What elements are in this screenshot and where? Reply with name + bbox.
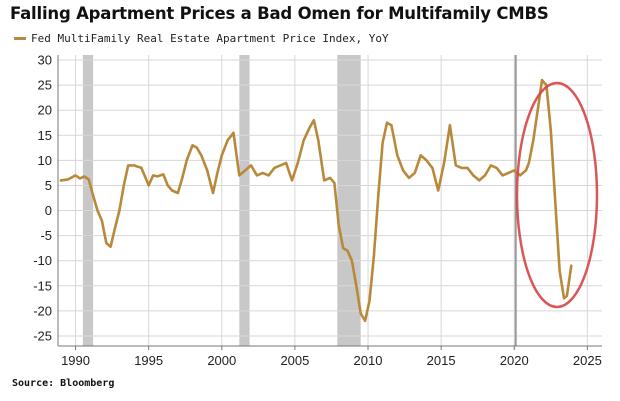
chart-title: Falling Apartment Prices a Bad Omen for … [10,4,549,23]
y-tick-label: 25 [38,78,52,93]
legend: Fed MultiFamily Real Estate Apartment Pr… [14,32,389,45]
legend-label: Fed MultiFamily Real Estate Apartment Pr… [31,32,389,45]
source-note: Source: Bloomberg [12,378,115,389]
x-tick-label: 2020 [500,353,529,368]
legend-swatch [14,37,26,40]
recession-band [82,55,94,346]
y-tick-label: 20 [38,103,52,118]
y-tick-label: 0 [45,203,52,218]
y-tick-label: 30 [38,53,52,68]
y-tick-label: -15 [33,278,52,293]
x-tick-label: 1995 [134,353,163,368]
x-tick-label: 2010 [354,353,383,368]
x-tick-label: 2015 [427,353,456,368]
recession-band [239,55,250,346]
y-tick-label: -10 [33,253,52,268]
y-tick-label: -25 [33,328,52,343]
y-tick-label: -20 [33,303,52,318]
series-line [59,78,573,323]
y-tick-label: -5 [40,228,52,243]
highlight-ellipse [515,81,599,309]
x-tick-label: 1990 [61,353,90,368]
recession-band [337,55,361,346]
x-tick-label: 2000 [207,353,236,368]
y-tick-label: 5 [45,178,52,193]
x-tick-label: 2025 [573,353,602,368]
y-tick-label: 15 [38,128,52,143]
x-tick-label: 2005 [280,353,309,368]
y-tick-label: 10 [38,153,52,168]
